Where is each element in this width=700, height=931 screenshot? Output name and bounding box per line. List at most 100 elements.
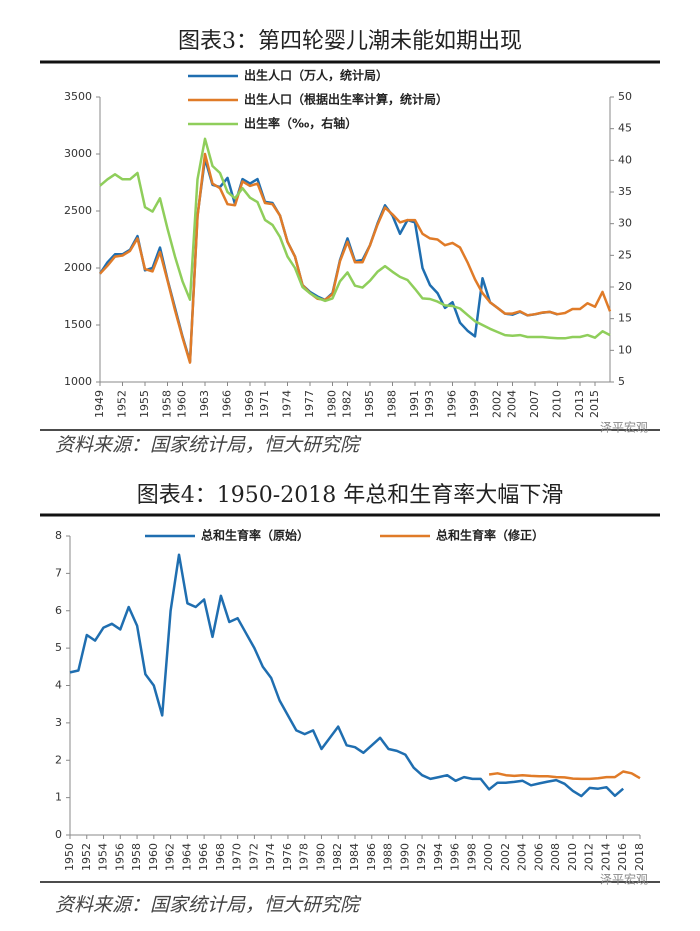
x-tick-label: 1984 (348, 843, 361, 871)
y2-tick-label: 35 (618, 185, 632, 198)
y-tick-label: 4 (55, 679, 62, 692)
x-tick-label: 1955 (138, 390, 151, 418)
y-tick-label: 2500 (64, 204, 92, 217)
x-tick-label: 1998 (465, 843, 478, 871)
x-tick-label: 2000 (482, 843, 495, 871)
x-tick-label: 2002 (491, 390, 504, 418)
x-tick-label: 1969 (243, 390, 256, 418)
x-tick-label: 1964 (180, 843, 193, 871)
chart-title: 图表3：第四轮婴儿潮未能如期出现 (178, 29, 522, 54)
x-tick-label: 1990 (398, 843, 411, 871)
source-note: 资料来源：国家统计局，恒大研究院 (55, 894, 362, 916)
y2-tick-label: 5 (618, 375, 625, 388)
x-tick-label: 2013 (573, 390, 586, 418)
y-tick-label: 3500 (64, 90, 92, 103)
x-tick-label: 2010 (551, 390, 564, 418)
y2-tick-label: 45 (618, 122, 632, 135)
x-tick-label: 1966 (197, 843, 210, 871)
x-tick-label: 2002 (499, 843, 512, 871)
x-tick-label: 1960 (147, 843, 160, 871)
watermark: 泽平宏观 (600, 420, 648, 435)
y-tick-label: 3 (55, 716, 62, 729)
x-tick-label: 1971 (258, 390, 271, 418)
x-tick-label: 1972 (247, 843, 260, 871)
y-tick-label: 2000 (64, 261, 92, 274)
x-tick-label: 2004 (516, 843, 529, 871)
x-tick-label: 1960 (176, 390, 189, 418)
x-tick-label: 1982 (341, 390, 354, 418)
x-tick-label: 1974 (264, 843, 277, 871)
x-tick-label: 2010 (566, 843, 579, 871)
x-tick-label: 1977 (303, 390, 316, 418)
x-tick-label: 2008 (549, 843, 562, 871)
watermark: 泽平宏观 (600, 872, 648, 887)
y2-tick-label: 25 (618, 248, 632, 261)
x-tick-label: 2015 (588, 390, 601, 418)
series-line (99, 137, 611, 340)
y-tick-label: 7 (55, 566, 62, 579)
y-tick-label: 2 (55, 753, 62, 766)
x-tick-label: 1986 (365, 843, 378, 871)
x-tick-label: 1968 (214, 843, 227, 871)
y-tick-label: 8 (55, 529, 62, 542)
x-tick-label: 1950 (63, 843, 76, 871)
y-tick-label: 6 (55, 604, 62, 617)
y2-tick-label: 20 (618, 280, 632, 293)
chart-title: 图表4：1950-2018 年总和生育率大幅下滑 (137, 483, 563, 508)
x-tick-label: 1996 (449, 843, 462, 871)
x-tick-label: 1988 (386, 390, 399, 418)
x-tick-label: 1996 (446, 390, 459, 418)
y-tick-label: 3000 (64, 147, 92, 160)
x-tick-label: 1952 (116, 390, 129, 418)
x-tick-label: 1980 (326, 390, 339, 418)
legend-label: 出生人口（根据出生率计算，统计局） (244, 92, 448, 107)
x-tick-label: 1974 (281, 390, 294, 418)
x-tick-label: 1976 (281, 843, 294, 871)
y2-tick-label: 50 (618, 90, 632, 103)
x-tick-label: 1958 (161, 390, 174, 418)
y-tick-label: 1000 (64, 375, 92, 388)
x-tick-label: 2018 (633, 843, 646, 871)
x-tick-label: 1980 (314, 843, 327, 871)
x-tick-label: 1992 (415, 843, 428, 871)
x-tick-label: 1963 (198, 390, 211, 418)
legend-label: 总和生育率（修正） (436, 528, 544, 543)
y-tick-label: 0 (55, 828, 62, 841)
y2-tick-label: 40 (618, 153, 632, 166)
x-tick-label: 1982 (331, 843, 344, 871)
y-tick-label: 5 (55, 641, 62, 654)
x-tick-label: 1994 (432, 843, 445, 871)
y-tick-label: 1 (55, 791, 62, 804)
x-tick-label: 1988 (382, 843, 395, 871)
x-tick-label: 1999 (468, 390, 481, 418)
series-line (98, 157, 558, 363)
x-tick-label: 1991 (408, 390, 421, 418)
x-tick-label: 1952 (80, 843, 93, 871)
x-tick-label: 1966 (221, 390, 234, 418)
series-line (488, 770, 641, 781)
legend-label: 出生率（‰，右轴） (244, 116, 357, 131)
x-tick-label: 1985 (363, 390, 376, 418)
series-line (69, 553, 625, 798)
x-tick-label: 1978 (298, 843, 311, 871)
x-tick-label: 2007 (528, 390, 541, 418)
x-tick-label: 1958 (130, 843, 143, 871)
series-line (99, 152, 612, 364)
y-tick-label: 1500 (64, 318, 92, 331)
x-tick-label: 2012 (583, 843, 596, 871)
y2-tick-label: 30 (618, 217, 632, 230)
x-tick-label: 1970 (231, 843, 244, 871)
y2-tick-label: 10 (618, 343, 632, 356)
x-tick-label: 1956 (113, 843, 126, 871)
x-tick-label: 2004 (506, 390, 519, 418)
legend-label: 出生人口（万人，统计局） (244, 68, 388, 83)
x-tick-label: 1954 (97, 843, 110, 871)
x-tick-label: 2014 (599, 843, 612, 871)
source-note: 资料来源：国家统计局，恒大研究院 (55, 434, 362, 456)
x-tick-label: 1962 (164, 843, 177, 871)
x-tick-label: 1993 (423, 390, 436, 418)
x-tick-label: 2016 (616, 843, 629, 871)
y2-tick-label: 15 (618, 312, 632, 325)
x-tick-label: 2006 (532, 843, 545, 871)
